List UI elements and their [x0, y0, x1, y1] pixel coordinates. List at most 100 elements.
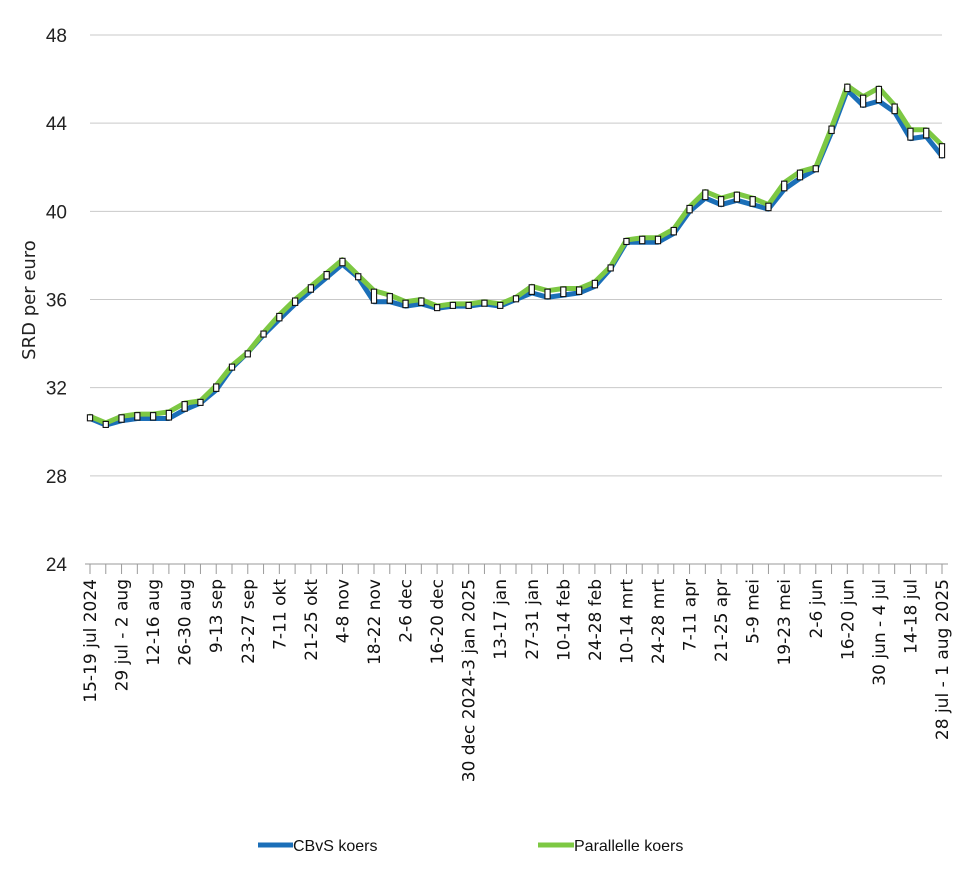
spread-marker	[528, 284, 535, 295]
spread-marker	[623, 237, 630, 246]
x-tick-label: 13-17 jan	[491, 579, 511, 660]
spread-marker	[370, 288, 378, 304]
spread-marker	[781, 180, 788, 192]
spread-marker	[938, 143, 946, 159]
y-axis-title: SRD per euro	[19, 240, 40, 360]
spread-marker	[449, 301, 457, 309]
spread-marker	[844, 83, 851, 93]
spread-marker	[149, 412, 157, 421]
spread-marker	[749, 196, 756, 207]
spread-marker	[355, 273, 362, 281]
spread-marker	[812, 165, 819, 173]
x-tick-label: 14-18 jul	[901, 579, 921, 654]
x-tick-label: 15-19 jul 2024	[81, 579, 101, 703]
spread-marker	[859, 94, 867, 108]
x-tick-label: 9-13 sep	[207, 579, 227, 653]
x-tick-label: 7-11 apr	[681, 579, 701, 651]
x-tick-label: 18-22 nov	[365, 579, 385, 665]
y-tick-label: 44	[46, 114, 68, 135]
spread-marker	[686, 204, 693, 214]
spread-marker	[907, 127, 914, 141]
spread-marker	[654, 235, 662, 245]
spread-marker	[244, 350, 251, 358]
x-tick-label: 21-25 okt	[302, 579, 322, 661]
x-axis-labels: 15-19 jul 2024 29 jul - 2 aug 12-16 aug 26-…	[81, 579, 953, 783]
legend-label-cbvs: CBvS koers	[293, 838, 377, 855]
spread-marker	[386, 293, 393, 304]
series-line-cbvs	[87, 87, 945, 428]
series-line-parallel	[87, 83, 945, 426]
spread-marker	[828, 125, 835, 135]
spread-marker	[402, 299, 409, 309]
spread-marker	[765, 202, 772, 212]
spread-marker	[291, 297, 299, 306]
x-tick-label: 24-28 mrt	[649, 579, 669, 664]
spread-marker	[418, 297, 425, 306]
x-tick-label: 28 jul - 1 aug 2025	[933, 579, 953, 740]
spread-marker	[733, 191, 741, 203]
x-tick-label: 24-28 feb	[586, 579, 606, 661]
x-tick-label: 4-8 nov	[333, 579, 353, 643]
y-tick-label: 24	[46, 555, 68, 576]
legend-item-cbvs: CBvS koers	[258, 838, 377, 855]
spread-marker	[891, 103, 898, 115]
x-tick-label: 23-27 sep	[239, 579, 259, 664]
spread-marker	[560, 286, 567, 298]
x-tick-label: 26-30 aug	[176, 579, 196, 666]
x-tick-label: 16-20 jun	[838, 579, 858, 660]
spread-marker	[197, 398, 204, 406]
spread-marker	[323, 270, 330, 280]
y-tick-label: 36	[46, 291, 67, 312]
spread-marker	[433, 304, 441, 312]
spread-marker	[575, 286, 583, 295]
x-tick-label: 30 dec 2024-3 jan 2025	[460, 579, 480, 782]
spread-marker	[481, 299, 488, 307]
spread-marker	[670, 226, 677, 236]
spread-marker	[181, 401, 188, 412]
spread-marker	[717, 196, 725, 207]
spread-marker	[86, 414, 94, 422]
spread-marker	[607, 264, 614, 272]
x-tick-label: 27-31 jan	[523, 579, 543, 660]
x-tick-label: 19-23 mei	[775, 579, 795, 666]
x-tick-label: 21-25 apr	[712, 579, 732, 662]
spread-marker	[118, 414, 125, 423]
spread-marker	[544, 288, 551, 300]
x-tick-label: 2-6 jun	[807, 579, 827, 638]
spread-marker	[875, 85, 883, 104]
x-tick-label: 30 jun - 4 jul	[870, 579, 890, 686]
y-axis-ticks: 24 28 32 36 40 44 48	[46, 26, 68, 576]
spread-marker	[512, 295, 520, 303]
spread-marker	[213, 383, 220, 392]
spread-marker	[339, 257, 346, 267]
spread-marker	[639, 235, 646, 245]
y-tick-label: 28	[46, 467, 67, 488]
spread-marker	[923, 127, 930, 139]
x-tick-label: 10-14 mrt	[617, 579, 637, 664]
y-tick-label: 40	[46, 202, 67, 223]
spread-marker	[591, 279, 599, 289]
series-layer	[86, 83, 946, 428]
spread-marker	[307, 284, 315, 293]
legend-item-parallel: Parallelle koers	[538, 838, 683, 855]
x-tick-label: 5-9 mei	[744, 579, 764, 644]
spread-marker	[465, 301, 472, 309]
x-tick-label: 29 jul - 2 aug	[113, 579, 133, 691]
x-tick-label: 10-14 feb	[554, 579, 574, 661]
spread-marker	[260, 330, 267, 338]
x-tick-label: 12-16 aug	[144, 579, 164, 666]
x-tick-label: 16-20 dec	[428, 579, 448, 664]
spread-marker	[228, 363, 236, 371]
spread-marker	[276, 312, 283, 322]
x-tick-label: 7-11 okt	[270, 579, 290, 650]
y-tick-label: 32	[46, 379, 67, 400]
spread-marker	[796, 169, 804, 181]
spread-marker	[497, 301, 504, 309]
spread-marker	[702, 189, 709, 201]
x-axis	[85, 563, 948, 574]
legend-label-parallel: Parallelle koers	[574, 838, 683, 855]
spread-marker	[134, 412, 141, 421]
spread-marker	[165, 409, 173, 421]
spread-marker	[102, 420, 109, 428]
